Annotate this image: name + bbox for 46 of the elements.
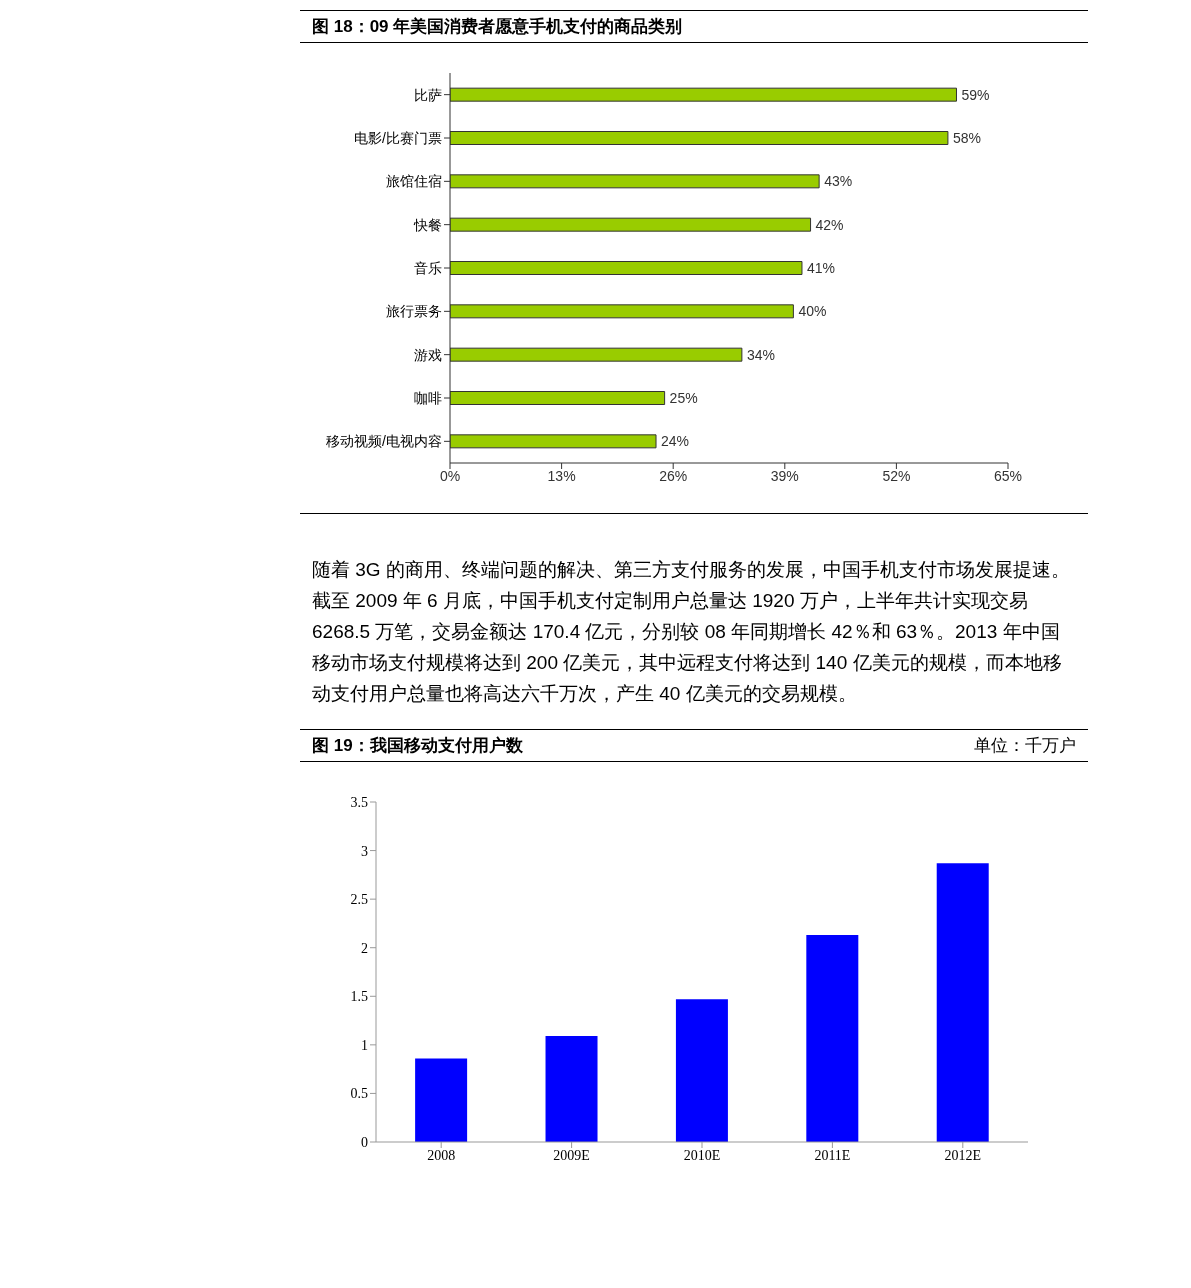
y-tick-label: 旅行票务 [386,303,442,320]
bar [806,935,859,1142]
bar [415,1058,468,1142]
data-label: 58% [952,129,981,146]
x-tick-label: 13% [547,467,576,484]
data-label: 24% [661,433,690,450]
x-tick-label: 2012E [944,1147,982,1163]
data-label: 34% [746,346,775,363]
data-label: 41% [806,259,835,276]
y-tick-label: 1 [361,1037,368,1053]
y-tick-label: 2.5 [350,892,368,908]
y-tick-label: 0.5 [350,1086,368,1102]
text: 随着 3G 的商用、终端问题的解决、第三方支付服务的发展，中国手机支付市场发展提速。截至 2009 年 6 月底，中国手机支付定制用户总量达 1920 万户，上半年共计实现交易 6268.5 万笔，交易金额达 170.4 亿元，分别较 08 年同期增长 42％和 63％。2013 年中国移动市场支付规模将达到 200 亿美元，其中远程支付将达到 140 亿美元的规模，而本地移动支付用户总量也将高达六千万次，产生 40 亿美元的交易规模。 [312,558,1071,706]
data-label: 25% [669,389,698,406]
x-tick-label: 2010E [683,1147,721,1163]
y-tick-label: 旅馆住宿 [386,173,442,190]
y-tick-label: 快餐 [413,216,442,233]
y-tick-label: 3 [361,843,368,859]
y-tick-label: 游戏 [414,346,442,363]
x-tick-label: 2008 [427,1147,456,1163]
x-tick-label: 0% [439,467,461,484]
x-tick-label: 26% [659,467,688,484]
y-tick-label: 1.5 [350,989,368,1005]
data-label: 40% [798,303,827,320]
y-tick-label: 移动视频/电视内容 [326,433,442,450]
y-tick-label: 2 [361,940,368,956]
x-tick-label: 65% [993,467,1023,484]
chart-title: 图 19：我国移动支付用户数 [312,735,523,757]
x-tick-label: 2009E [553,1147,590,1163]
y-tick-label: 3.5 [350,794,368,810]
y-tick-label: 比萨 [414,86,442,103]
data-label: 59% [961,86,990,103]
chart-subtitle: 单位：千万户 [974,735,1076,757]
bar [936,863,989,1142]
chart-title: 图 18：09 年美国消费者愿意手机支付的商品类别 [312,16,683,38]
x-tick-label: 2011E [814,1147,851,1163]
x-tick-label: 52% [882,467,911,484]
y-tick-label: 音乐 [414,259,442,276]
y-tick-label: 0 [361,1134,368,1150]
x-tick-label: 39% [770,467,799,484]
bar [545,1036,598,1142]
data-label: 42% [815,216,844,233]
y-tick-label: 电影/比赛门票 [354,129,442,146]
y-tick-label: 咖啡 [414,389,442,406]
data-label: 43% [824,173,853,190]
bar [675,999,728,1142]
